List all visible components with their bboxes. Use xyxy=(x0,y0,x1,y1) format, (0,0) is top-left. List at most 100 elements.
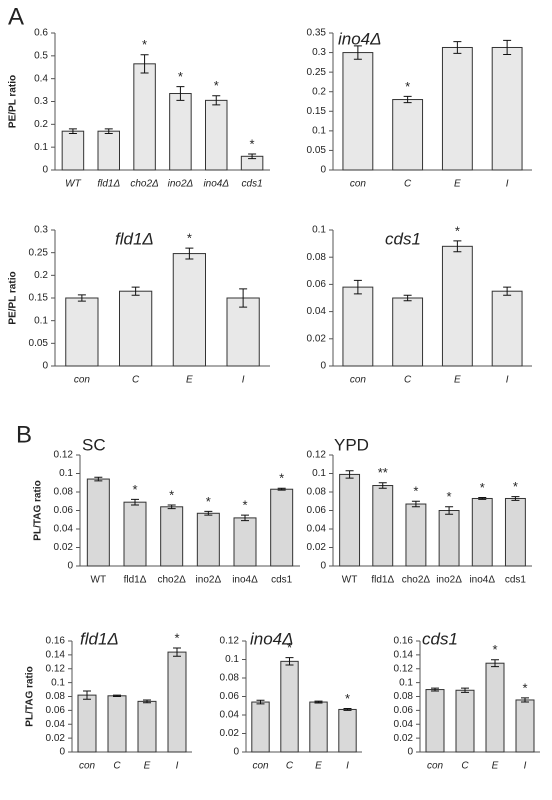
error-bar xyxy=(314,700,323,704)
y-tick-label: 0.3 xyxy=(312,47,326,58)
error-bar xyxy=(131,286,140,296)
significance-marker: * xyxy=(287,640,292,655)
x-tick-label: ino4Δ xyxy=(203,179,229,190)
bar xyxy=(339,473,361,567)
bar xyxy=(137,700,157,753)
y-tick-label: 0.14 xyxy=(46,650,66,661)
bar xyxy=(107,695,127,753)
significance-marker: * xyxy=(513,479,518,494)
error-bar xyxy=(204,510,213,516)
error-bar xyxy=(411,500,420,508)
y-tick-label: 0.06 xyxy=(307,279,327,290)
y-tick-label: 0.25 xyxy=(29,247,49,258)
x-tick-label: con xyxy=(74,375,91,386)
y-tick-label: 0.06 xyxy=(307,505,327,516)
x-tick-label: cho2Δ xyxy=(402,575,431,586)
y-axis-label: PE/PL ratio xyxy=(8,75,19,128)
bar xyxy=(65,297,99,367)
x-tick-label: WT xyxy=(342,575,358,586)
bar xyxy=(123,501,147,567)
y-tick-label: 0.2 xyxy=(34,119,48,130)
y-tick-label: 0.02 xyxy=(394,733,414,744)
bar xyxy=(372,485,394,567)
x-tick-label: cds1 xyxy=(242,179,263,190)
bar xyxy=(441,46,473,171)
significance-marker: * xyxy=(279,471,284,486)
error-bar xyxy=(248,153,257,160)
y-tick-label: 0.1 xyxy=(312,125,326,136)
chart-title: SC xyxy=(82,435,106,454)
error-bar xyxy=(503,286,512,296)
x-tick-label: I xyxy=(176,761,179,772)
x-tick-label: WT xyxy=(65,179,81,190)
x-tick-label: con xyxy=(252,761,269,772)
bar xyxy=(425,689,445,753)
bar xyxy=(471,497,493,567)
x-tick-label: C xyxy=(461,761,469,772)
x-tick-label: E xyxy=(454,179,461,190)
x-tick-label: I xyxy=(506,179,509,190)
error-bar xyxy=(256,699,265,705)
error-bar xyxy=(173,647,181,657)
y-tick-label: 0.1 xyxy=(34,142,48,153)
y-tick-label: 0 xyxy=(59,747,65,758)
bar xyxy=(405,503,427,567)
y-tick-label: 0.12 xyxy=(46,663,66,674)
significance-marker: * xyxy=(132,482,137,497)
bar xyxy=(226,297,260,367)
y-axis-label: PL/TAG ratio xyxy=(33,480,44,540)
significance-marker: * xyxy=(455,223,460,238)
error-bar xyxy=(77,294,86,302)
bar xyxy=(172,253,206,367)
panel-label: A xyxy=(8,3,24,30)
error-bar xyxy=(511,496,520,501)
x-tick-label: I xyxy=(242,375,245,386)
bar xyxy=(392,297,424,367)
y-tick-label: 0.25 xyxy=(307,67,327,78)
y-tick-label: 0.12 xyxy=(220,636,240,647)
error-bar xyxy=(445,506,454,515)
error-bar xyxy=(277,487,286,491)
bar xyxy=(280,660,299,753)
y-tick-label: 0.04 xyxy=(307,524,327,535)
significance-marker: * xyxy=(214,78,219,93)
bar xyxy=(86,478,110,567)
chart-title: cds1 xyxy=(385,229,421,248)
y-tick-label: 0.6 xyxy=(34,28,48,39)
y-tick-label: 0.08 xyxy=(54,487,74,498)
y-tick-label: 0.04 xyxy=(54,524,74,535)
error-bar xyxy=(94,476,103,482)
error-bar xyxy=(131,498,139,506)
y-tick-label: 0.05 xyxy=(307,145,327,156)
y-tick-label: 0.12 xyxy=(394,663,414,674)
bar xyxy=(441,245,473,367)
x-tick-label: cds1 xyxy=(271,575,293,586)
chart-title: ino4Δ xyxy=(250,629,294,648)
x-tick-label: E xyxy=(186,375,193,386)
chart-title: ino4Δ xyxy=(338,29,382,48)
bar xyxy=(167,651,187,753)
bar xyxy=(77,694,97,753)
x-tick-label: con xyxy=(350,179,367,190)
x-tick-label: ino2Δ xyxy=(196,575,222,586)
bar xyxy=(491,290,523,367)
x-tick-label: cho2Δ xyxy=(130,179,159,190)
x-tick-label: E xyxy=(144,761,151,772)
y-tick-label: 0.14 xyxy=(394,650,414,661)
error-bar xyxy=(113,694,121,697)
bar xyxy=(196,512,220,567)
error-bar xyxy=(83,690,91,700)
error-bar xyxy=(503,39,512,56)
bar xyxy=(392,99,424,171)
x-tick-label: C xyxy=(286,761,294,772)
y-tick-label: 0.08 xyxy=(394,691,414,702)
x-tick-label: WT xyxy=(91,575,107,586)
y-tick-label: 0.16 xyxy=(46,636,66,647)
significance-marker: * xyxy=(187,231,192,246)
y-tick-label: 0.35 xyxy=(307,28,327,39)
bar xyxy=(309,701,328,753)
bar xyxy=(485,662,505,753)
bar xyxy=(251,701,270,753)
y-tick-label: 0.08 xyxy=(46,691,66,702)
